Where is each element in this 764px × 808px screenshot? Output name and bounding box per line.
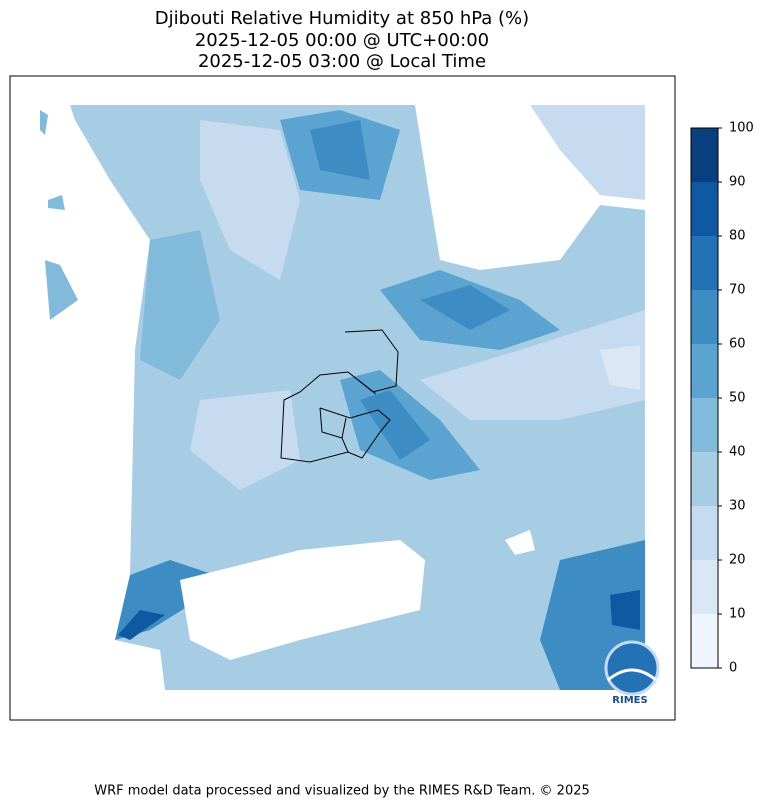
logo-text: RIMES <box>612 695 647 706</box>
country-border <box>280 329 399 463</box>
humidity-field <box>360 390 430 460</box>
humidity-field <box>530 105 645 200</box>
colorbar-segment <box>691 128 718 182</box>
humidity-field <box>140 230 220 380</box>
title-line: 2025-12-05 00:00 @ UTC+00:00 <box>195 30 489 51</box>
humidity-field <box>310 120 370 180</box>
colorbar-segment <box>691 236 718 290</box>
colorbar-segment <box>691 344 718 398</box>
footer: WRF model data processed and visualized … <box>94 784 590 799</box>
colorbar: 0 10 20 30 40 50 60 70 80 90 100 <box>690 121 754 676</box>
colorbar-segment <box>691 398 718 452</box>
humidity-field <box>40 110 78 320</box>
colorbar-tick-label: 40 <box>729 445 746 460</box>
colorbar-tick-label: 20 <box>729 553 746 568</box>
map: RIMES <box>9 75 676 721</box>
humidity-field <box>420 285 510 330</box>
colorbar-tick-label: 70 <box>729 283 746 298</box>
colorbar-tick-label: 90 <box>729 175 746 190</box>
colorbar-segment <box>691 290 718 344</box>
colorbar-segment <box>691 560 718 614</box>
colorbar-tick-label: 60 <box>729 337 746 352</box>
colorbar-tick-label: 80 <box>729 229 746 244</box>
title-line: 2025-12-05 03:00 @ Local Time <box>198 51 486 72</box>
logo: RIMES <box>604 640 660 706</box>
masked-area <box>180 540 425 660</box>
humidity-field <box>118 610 165 640</box>
colorbar-segment <box>691 452 718 506</box>
colorbar-segment <box>691 182 718 236</box>
colorbar-tick-label: 100 <box>729 121 754 136</box>
logo-wave <box>607 668 657 682</box>
humidity-field <box>610 590 640 630</box>
colorbar-tick-label: 0 <box>729 661 737 676</box>
title-line: Djibouti Relative Humidity at 850 hPa (%… <box>155 8 529 29</box>
humidity-field <box>600 345 640 390</box>
colorbar-segment <box>691 506 718 560</box>
humidity-field <box>190 390 300 490</box>
masked-area <box>505 530 535 555</box>
humidity-field <box>420 310 645 420</box>
logo-emblem <box>604 640 660 696</box>
colorbar-tick-label: 10 <box>729 607 746 622</box>
humidity-field <box>200 120 300 280</box>
colorbar-tick-label: 30 <box>729 499 746 514</box>
colorbar-tick-label: 50 <box>729 391 746 406</box>
colorbar-segment <box>691 614 718 668</box>
